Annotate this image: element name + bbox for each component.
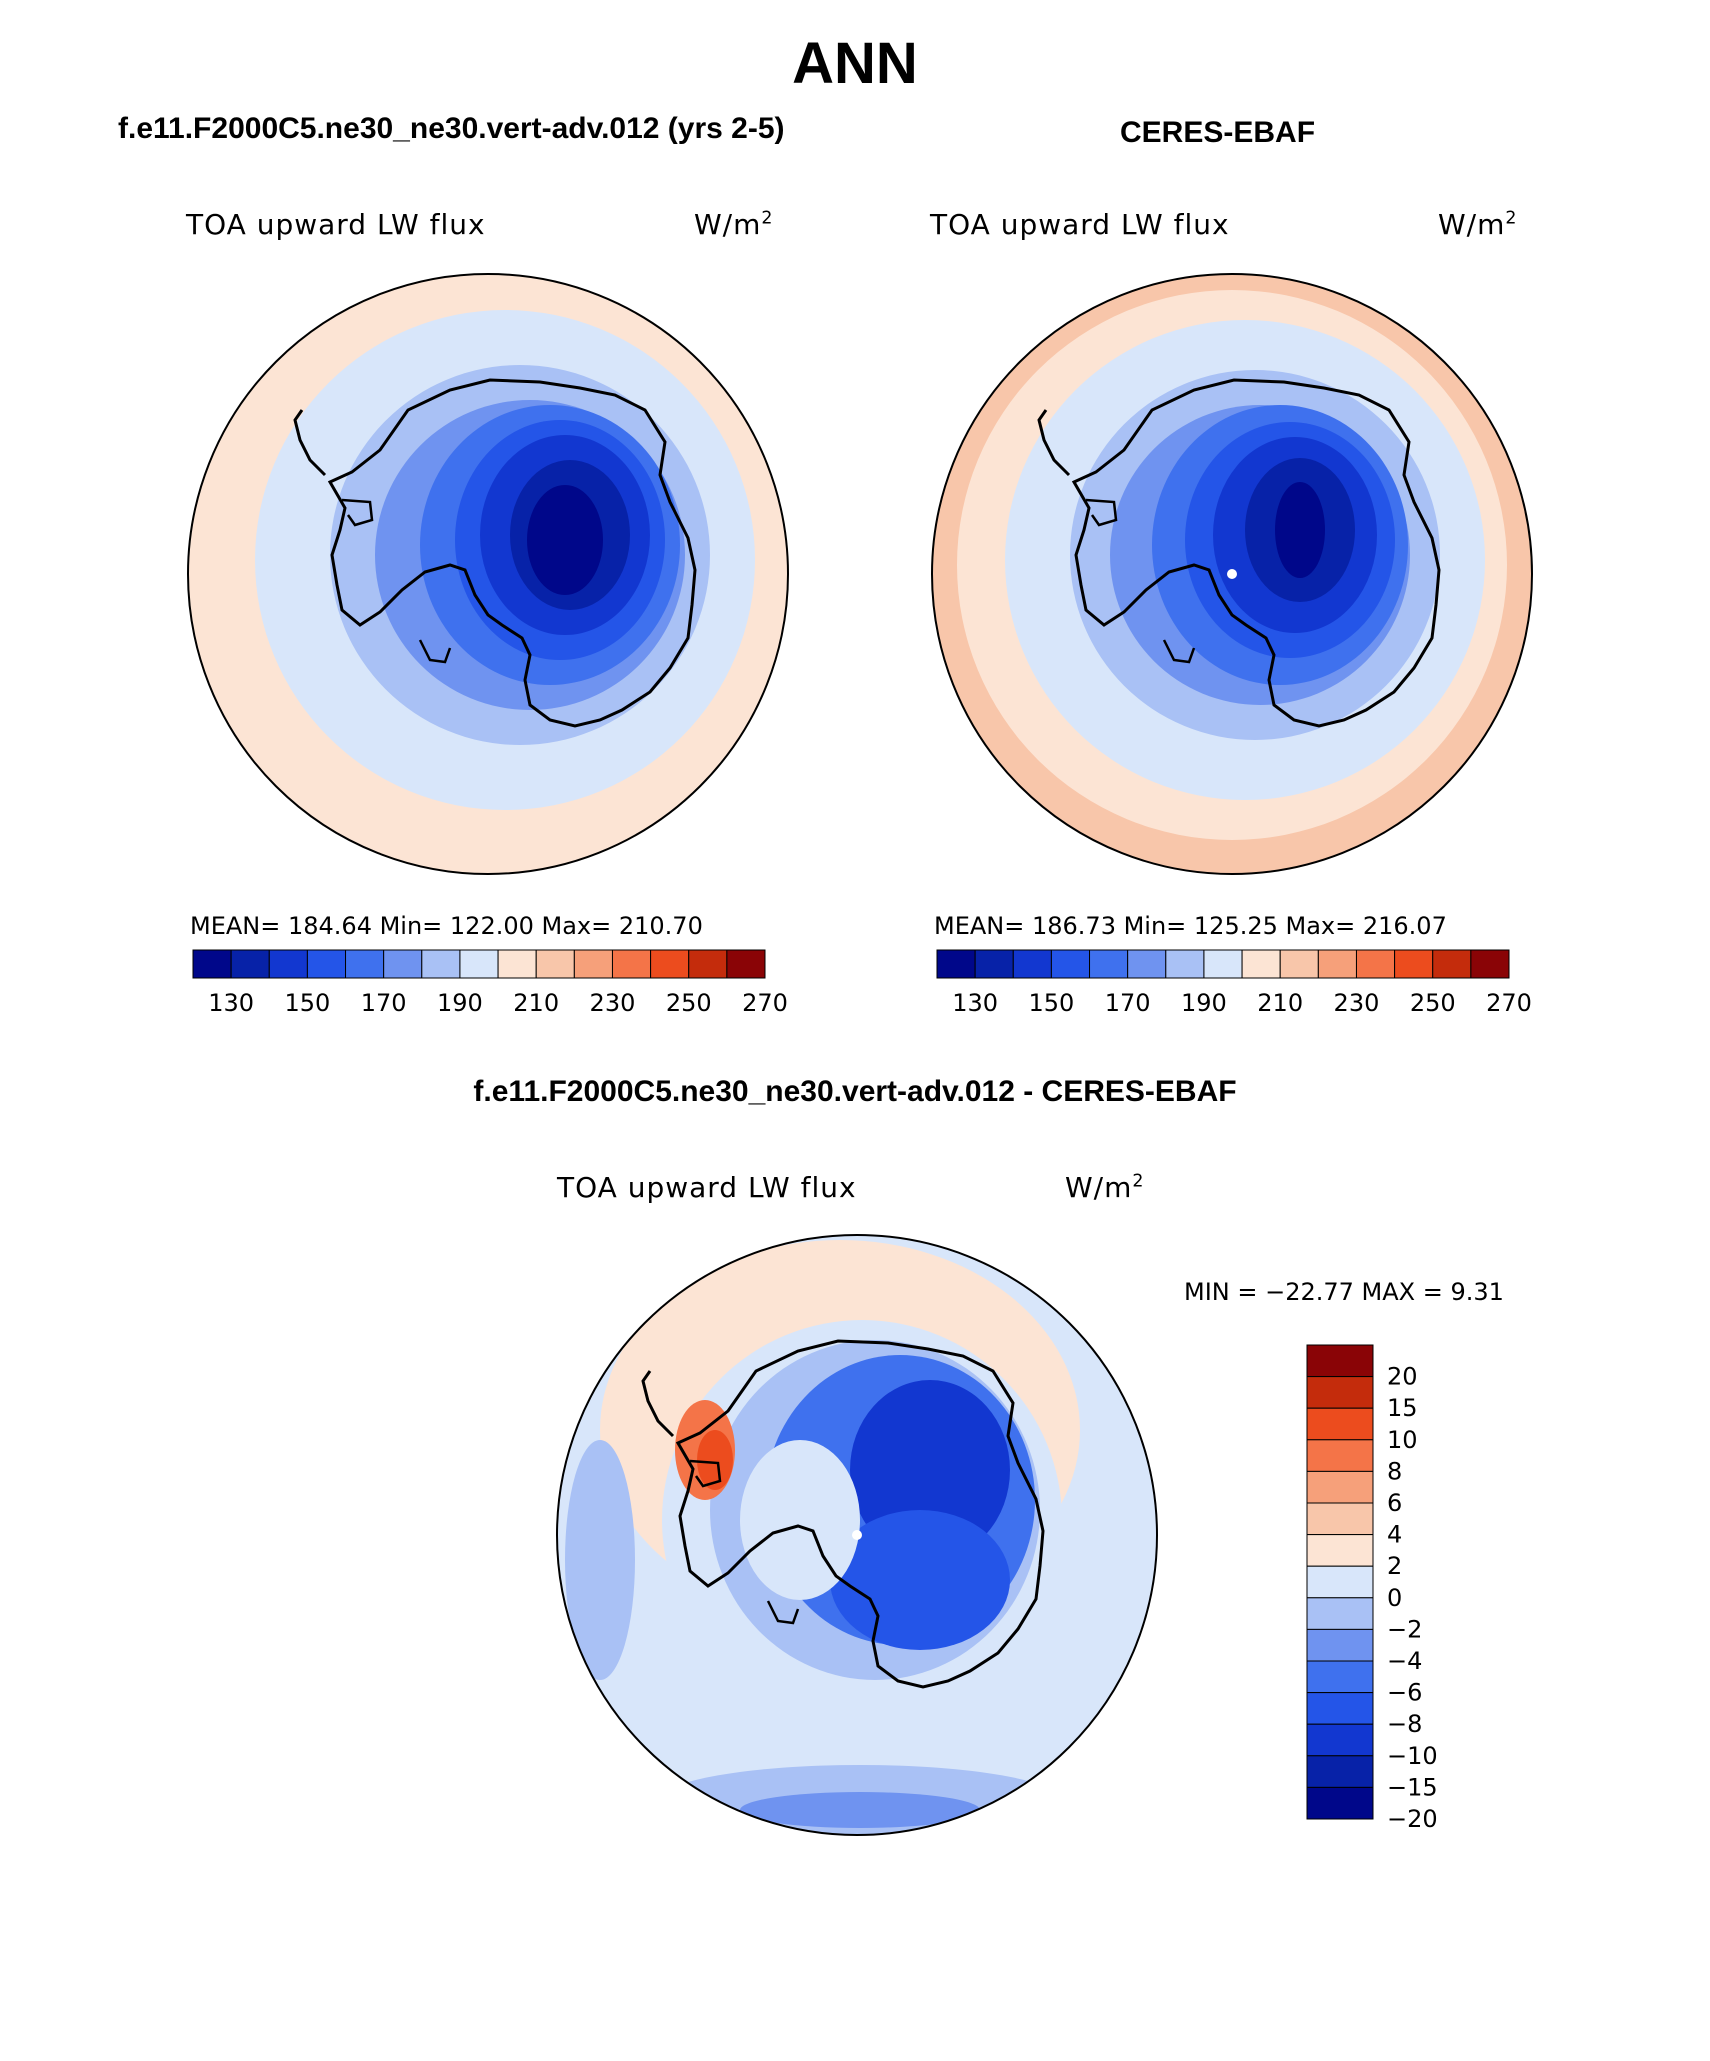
panel-3-colorbar-swatch-11 bbox=[1306, 1692, 1374, 1725]
panel-3-variable-label: TOA upward LW flux bbox=[557, 1171, 857, 1204]
panel-3-colorbar-swatch-12 bbox=[1306, 1723, 1374, 1757]
panel-2-colorbar: 130 150 170 190 210 230 250 270 bbox=[936, 949, 1532, 1017]
panel-2-stats: MEAN= 186.73 Min= 125.25 Max= 216.07 bbox=[934, 912, 1447, 940]
panel-2-colorbar-swatch-1 bbox=[974, 949, 1014, 979]
panel-3-colorbar-swatch-7 bbox=[1306, 1565, 1374, 1599]
panel-1-title: f.e11.F2000C5.ne30_ne30.vert-adv.012 (yr… bbox=[118, 112, 785, 145]
panel-3-colorbar-tick-label: −4 bbox=[1387, 1647, 1422, 1675]
panel-2-colorbar-swatch-13 bbox=[1432, 949, 1472, 979]
panel-3-colorbar-swatch-14 bbox=[1306, 1786, 1374, 1820]
panel-3-colorbar-tick-label: 8 bbox=[1387, 1457, 1402, 1485]
panel-1-colorbar-swatch-11 bbox=[611, 949, 652, 979]
panel-1-map bbox=[187, 273, 789, 875]
panel-2-units: W/m2 bbox=[1438, 208, 1518, 241]
panel-1-colorbar-swatch-4 bbox=[345, 949, 385, 979]
panel-2-colorbar-swatch-12 bbox=[1394, 949, 1434, 979]
panel-2-title: CERES-EBAF bbox=[1120, 116, 1316, 149]
panel-3-colorbar-swatch-2 bbox=[1306, 1407, 1374, 1441]
panel-3-colorbar-tick-label: 6 bbox=[1387, 1489, 1402, 1517]
panel-3-units: W/m2 bbox=[1065, 1171, 1145, 1204]
panel-1-colorbar-swatch-12 bbox=[650, 949, 690, 979]
panel-3-colorbar-swatch-1 bbox=[1306, 1376, 1374, 1409]
panel-2-colorbar-tick-label: 250 bbox=[1410, 989, 1456, 1017]
panel-2-colorbar-tick-label: 130 bbox=[952, 989, 998, 1017]
panel-3-stats: MIN = −22.77 MAX = 9.31 bbox=[1184, 1278, 1504, 1306]
panel-3-colorbar-tick-label: 0 bbox=[1387, 1584, 1402, 1612]
panel-1-colorbar-swatch-7 bbox=[459, 949, 499, 979]
panel-2-colorbar-tick-label: 210 bbox=[1257, 989, 1303, 1017]
panel-1-colorbar-swatch-1 bbox=[230, 949, 270, 979]
panel-3-colorbar-swatch-8 bbox=[1306, 1597, 1374, 1630]
panel-1-colorbar-tick-label: 130 bbox=[208, 989, 254, 1017]
panel-2-colorbar-swatch-7 bbox=[1203, 949, 1243, 979]
panel-2-colorbar-swatch-5 bbox=[1127, 949, 1167, 979]
panel-2-colorbar-swatch-8 bbox=[1241, 949, 1281, 979]
panel-2-colorbar-tick-label: 230 bbox=[1334, 989, 1380, 1017]
panel-3-colorbar-tick-label: 15 bbox=[1387, 1394, 1418, 1422]
panel-2-colorbar-swatch-3 bbox=[1050, 949, 1091, 979]
panel-3-colorbar-tick-label: −10 bbox=[1387, 1742, 1438, 1770]
panel-1-colorbar-swatch-2 bbox=[268, 949, 308, 979]
panel-1-colorbar-tick-label: 230 bbox=[590, 989, 636, 1017]
panel-2-colorbar-tick-label: 170 bbox=[1105, 989, 1151, 1017]
panel-2-colorbar-swatch-14 bbox=[1470, 949, 1510, 979]
panel-1-colorbar-swatch-3 bbox=[306, 949, 347, 979]
panel-1-colorbar-tick-label: 270 bbox=[742, 989, 788, 1017]
panel-3-title: f.e11.F2000C5.ne30_ne30.vert-adv.012 - C… bbox=[473, 1075, 1237, 1108]
panel-2-colorbar-swatch-0 bbox=[936, 949, 976, 979]
panel-1-colorbar-swatch-10 bbox=[573, 949, 613, 979]
panel-2-colorbar-tick-label: 190 bbox=[1181, 989, 1227, 1017]
panel-3-colorbar-swatch-13 bbox=[1306, 1755, 1374, 1788]
panel-1-colorbar: 130 150 170 190 210 230 250 270 bbox=[192, 949, 788, 1017]
panel-3-colorbar-swatch-0 bbox=[1306, 1344, 1374, 1378]
panel-3-colorbar-swatch-10 bbox=[1306, 1660, 1374, 1694]
panel-3-map bbox=[556, 1234, 1158, 1836]
panel-3-colorbar-swatch-5 bbox=[1306, 1502, 1374, 1536]
figure-title: ANN bbox=[792, 31, 918, 96]
panel-2-colorbar-tick-label: 150 bbox=[1028, 989, 1074, 1017]
panel-1-colorbar-swatch-5 bbox=[383, 949, 423, 979]
panel-1-colorbar-swatch-0 bbox=[192, 949, 232, 979]
panel-3-colorbar-tick-label: −2 bbox=[1387, 1615, 1422, 1643]
panel-3-colorbar-swatch-4 bbox=[1306, 1470, 1374, 1504]
panel-1-colorbar-tick-label: 210 bbox=[513, 989, 559, 1017]
panel-1-colorbar-swatch-8 bbox=[497, 949, 537, 979]
panel-1-colorbar-tick-label: 190 bbox=[437, 989, 483, 1017]
panel-3-colorbar-swatch-9 bbox=[1306, 1628, 1374, 1662]
panel-2-colorbar-swatch-10 bbox=[1317, 949, 1357, 979]
panel-2-colorbar-swatch-4 bbox=[1089, 949, 1129, 979]
panel-2-colorbar-tick-label: 270 bbox=[1486, 989, 1532, 1017]
panel-1-colorbar-swatch-13 bbox=[688, 949, 728, 979]
panel-2-map bbox=[931, 273, 1533, 875]
panel-3-colorbar-tick-label: −6 bbox=[1387, 1679, 1422, 1707]
panel-1-variable-label: TOA upward LW flux bbox=[186, 208, 486, 241]
panel-1-stats: MEAN= 184.64 Min= 122.00 Max= 210.70 bbox=[190, 912, 703, 940]
panel-1-units: W/m2 bbox=[694, 208, 774, 241]
panel-1-colorbar-swatch-14 bbox=[726, 949, 766, 979]
panel-3-colorbar-swatch-6 bbox=[1306, 1534, 1374, 1567]
panel-2-variable-label: TOA upward LW flux bbox=[930, 208, 1230, 241]
panel-1-colorbar-swatch-6 bbox=[421, 949, 461, 979]
panel-2-colorbar-swatch-11 bbox=[1355, 949, 1396, 979]
panel-2-colorbar-swatch-9 bbox=[1279, 949, 1319, 979]
panel-1-colorbar-tick-label: 170 bbox=[361, 989, 407, 1017]
panel-2-colorbar-swatch-2 bbox=[1012, 949, 1052, 979]
panel-3-colorbar-swatch-3 bbox=[1306, 1439, 1374, 1472]
panel-3-colorbar-tick-label: −20 bbox=[1387, 1805, 1438, 1833]
panel-1-colorbar-swatch-9 bbox=[535, 949, 575, 979]
panel-3-colorbar-tick-label: 20 bbox=[1387, 1363, 1418, 1391]
panel-2-colorbar-swatch-6 bbox=[1165, 949, 1205, 979]
panel-3-colorbar-tick-label: −15 bbox=[1387, 1773, 1438, 1801]
panel-3-colorbar-tick-label: 4 bbox=[1387, 1521, 1402, 1549]
panel-3-colorbar-tick-label: 2 bbox=[1387, 1552, 1402, 1580]
panel-1-colorbar-tick-label: 250 bbox=[666, 989, 712, 1017]
panel-3-colorbar-tick-label: −8 bbox=[1387, 1710, 1422, 1738]
panel-1-colorbar-tick-label: 150 bbox=[284, 989, 330, 1017]
panel-3-colorbar-tick-label: 10 bbox=[1387, 1426, 1418, 1454]
